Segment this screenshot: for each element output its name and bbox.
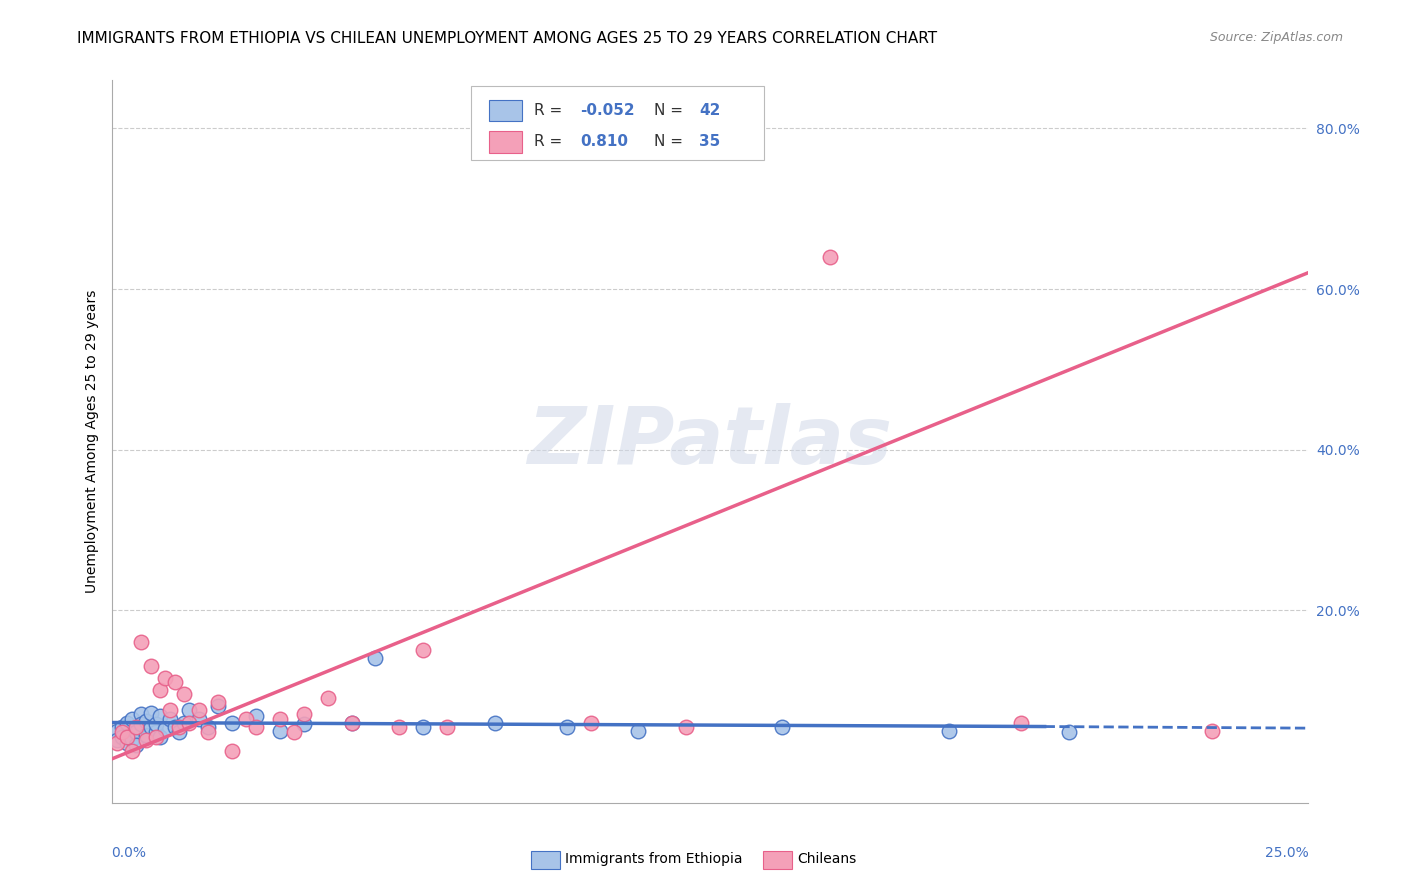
Text: -0.052: -0.052	[579, 103, 634, 118]
Point	[135, 733, 157, 747]
Point	[388, 719, 411, 733]
Point	[145, 717, 167, 731]
Point	[245, 719, 267, 733]
Point	[105, 735, 128, 749]
Point	[139, 706, 162, 720]
Point	[149, 730, 172, 744]
Point	[197, 719, 219, 733]
Point	[139, 659, 162, 673]
Point	[105, 723, 128, 738]
Text: IMMIGRANTS FROM ETHIOPIA VS CHILEAN UNEMPLOYMENT AMONG AGES 25 TO 29 YEARS CORRE: IMMIGRANTS FROM ETHIOPIA VS CHILEAN UNEM…	[77, 31, 938, 46]
Text: R =: R =	[534, 134, 572, 149]
Point	[235, 712, 257, 726]
Point	[283, 725, 305, 739]
Point	[145, 730, 167, 744]
Point	[340, 715, 363, 730]
FancyBboxPatch shape	[471, 86, 763, 160]
Point	[627, 723, 650, 738]
Point	[177, 703, 200, 717]
Point	[163, 719, 186, 733]
Text: N =: N =	[654, 103, 688, 118]
Point	[153, 671, 176, 685]
Point	[115, 735, 138, 749]
Point	[121, 712, 143, 726]
Point	[292, 707, 315, 722]
Point	[187, 712, 209, 726]
Text: Source: ZipAtlas.com: Source: ZipAtlas.com	[1209, 31, 1343, 45]
Point	[149, 709, 172, 723]
Y-axis label: Unemployment Among Ages 25 to 29 years: Unemployment Among Ages 25 to 29 years	[84, 290, 98, 593]
Point	[173, 687, 195, 701]
Point	[1057, 725, 1080, 739]
Text: 25.0%: 25.0%	[1265, 847, 1309, 860]
Point	[115, 715, 138, 730]
Point	[340, 715, 363, 730]
Point	[105, 733, 128, 747]
Point	[173, 715, 195, 730]
Text: R =: R =	[534, 103, 568, 118]
Text: Chileans: Chileans	[797, 852, 856, 866]
Point	[159, 712, 181, 726]
Point	[1010, 715, 1032, 730]
Point	[163, 675, 186, 690]
Text: N =: N =	[654, 134, 688, 149]
Text: ZIPatlas: ZIPatlas	[527, 402, 893, 481]
Point	[316, 691, 339, 706]
Point	[159, 703, 181, 717]
Point	[111, 725, 134, 739]
Point	[121, 731, 143, 746]
Point	[207, 696, 229, 710]
Point	[221, 715, 243, 730]
Point	[269, 723, 291, 738]
Point	[169, 725, 191, 739]
Point	[197, 725, 219, 739]
Point	[145, 725, 167, 739]
FancyBboxPatch shape	[489, 100, 523, 121]
Point	[149, 683, 172, 698]
Point	[579, 715, 602, 730]
FancyBboxPatch shape	[489, 131, 523, 153]
Point	[177, 715, 200, 730]
Text: 35: 35	[699, 134, 720, 149]
Point	[135, 728, 157, 742]
Point	[292, 717, 315, 731]
Point	[129, 707, 152, 722]
Point	[169, 719, 191, 733]
Point	[770, 719, 793, 733]
Point	[555, 719, 578, 733]
Point	[269, 712, 291, 726]
Point	[818, 250, 841, 264]
Point	[135, 714, 157, 728]
Point	[1201, 723, 1223, 738]
Point	[412, 643, 434, 657]
Point	[484, 715, 506, 730]
Point	[121, 744, 143, 758]
Point	[187, 703, 209, 717]
Point	[207, 699, 229, 714]
Point	[111, 719, 134, 733]
Point	[221, 744, 243, 758]
Point	[125, 719, 148, 733]
Point	[129, 635, 152, 649]
Point	[412, 719, 434, 733]
Point	[125, 738, 148, 752]
Point	[115, 730, 138, 744]
Text: 0.810: 0.810	[579, 134, 627, 149]
Point	[436, 719, 458, 733]
Text: 42: 42	[699, 103, 721, 118]
Text: Immigrants from Ethiopia: Immigrants from Ethiopia	[565, 852, 742, 866]
Point	[125, 725, 148, 739]
Point	[111, 730, 134, 744]
Point	[675, 719, 697, 733]
Point	[129, 717, 152, 731]
Point	[139, 719, 162, 733]
Point	[153, 722, 176, 736]
Point	[245, 709, 267, 723]
Point	[364, 651, 387, 665]
Point	[938, 723, 960, 738]
Text: 0.0%: 0.0%	[111, 847, 146, 860]
